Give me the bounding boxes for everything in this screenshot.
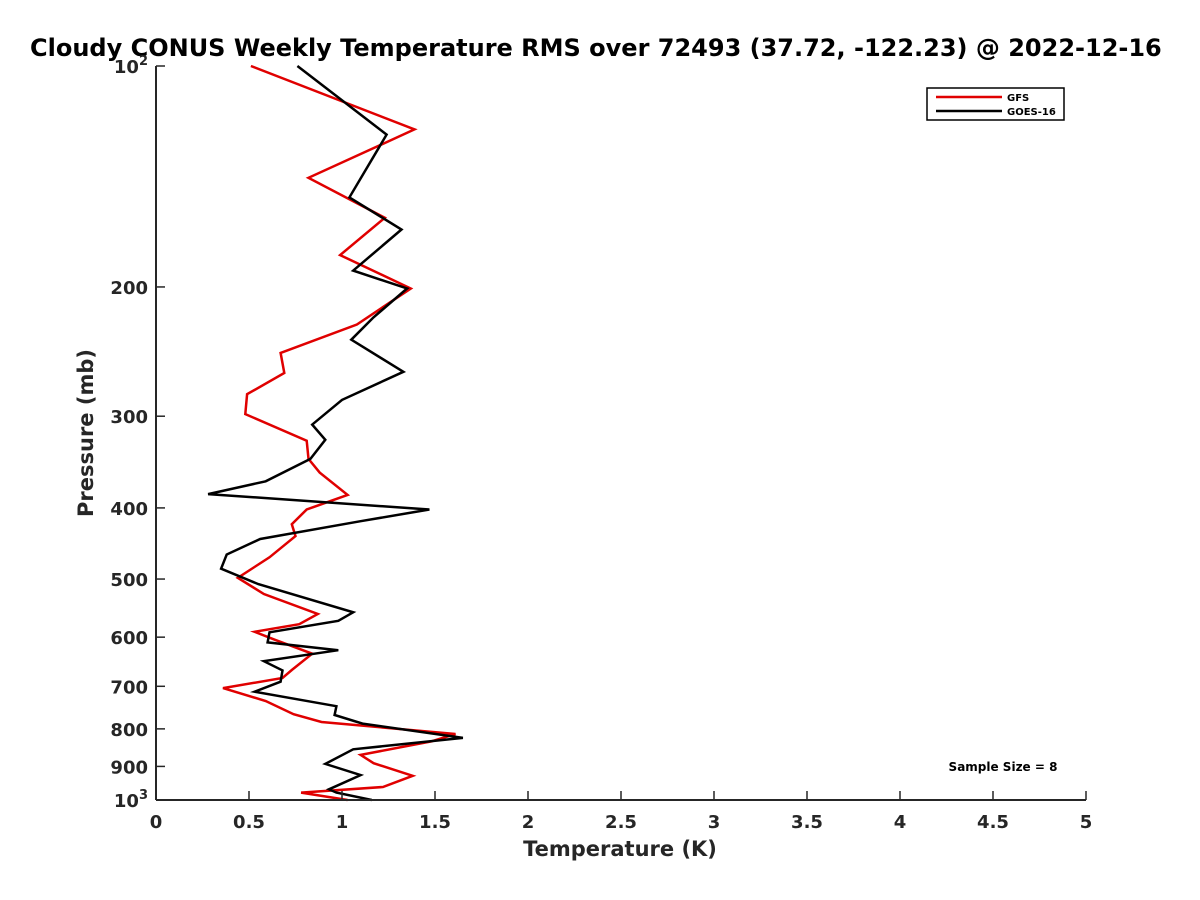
legend: GFS GOES-16 — [926, 87, 1065, 121]
legend-box — [926, 87, 1065, 121]
x-axis-label: Temperature (K) — [523, 837, 717, 861]
y-tick-label: 400 — [110, 499, 148, 520]
y-tick-label: 103 — [114, 788, 148, 812]
axes-layer: 0 0.5 1 1.5 2 2.5 3 3.5 4 4.5 5 102 200 300 400 500 600 7… — [110, 54, 1092, 833]
y-axis-label: Pressure (mb) — [74, 349, 98, 517]
series-line-1 — [207, 65, 464, 802]
x-tick-label: 1.5 — [419, 812, 451, 833]
x-tick-label: 3.5 — [791, 812, 823, 833]
y-tick-label: 102 — [114, 54, 148, 78]
legend-label-goes16: GOES-16 — [1007, 107, 1056, 118]
y-tick-label: 700 — [110, 677, 148, 698]
y-tick-label: 500 — [110, 570, 148, 591]
y-tick-label: 800 — [110, 720, 148, 741]
x-tick-label: 3 — [708, 812, 721, 833]
x-tick-label: 4 — [894, 812, 907, 833]
x-tick-label: 0.5 — [233, 812, 265, 833]
sample-size-annotation: Sample Size = 8 — [949, 760, 1058, 774]
x-tick-label: 1 — [336, 812, 349, 833]
x-tick-label: 2 — [522, 812, 535, 833]
y-tick-label: 300 — [110, 407, 148, 428]
chart-title: Cloudy CONUS Weekly Temperature RMS over… — [30, 34, 1162, 62]
legend-label-gfs: GFS — [1007, 93, 1029, 104]
y-tick-label: 200 — [110, 278, 148, 299]
x-tick-label: 4.5 — [977, 812, 1009, 833]
y-tick-label: 600 — [110, 628, 148, 649]
series-line-0 — [222, 64, 456, 802]
y-tick-label: 900 — [110, 757, 148, 778]
x-tick-label: 0 — [150, 812, 163, 833]
x-tick-label: 2.5 — [605, 812, 637, 833]
x-tick-label: 5 — [1080, 812, 1093, 833]
series-layer — [207, 64, 464, 802]
